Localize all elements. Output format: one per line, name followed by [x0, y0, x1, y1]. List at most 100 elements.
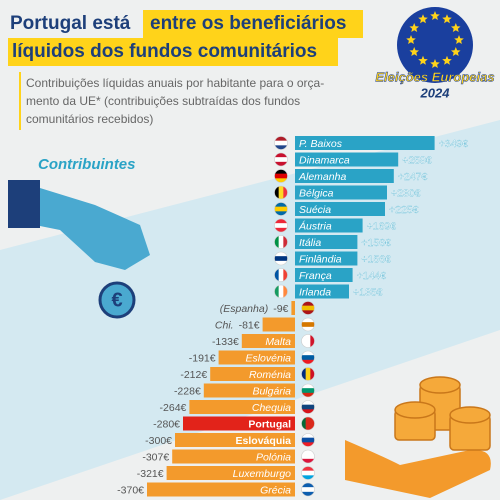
flag-stripe — [274, 153, 288, 158]
flag-stripe — [278, 186, 284, 199]
flag-rim — [274, 235, 288, 249]
category-label: (Espanha) — [220, 303, 268, 315]
flag-stripe — [274, 140, 288, 146]
flag-rim — [274, 284, 288, 299]
flag-stripe — [301, 351, 315, 356]
category-label: Roménia — [249, 369, 291, 381]
value-label: -307€ — [142, 451, 169, 463]
flag-stripe — [301, 470, 315, 476]
flag-rim — [301, 383, 315, 398]
badge-text: Eleições Europeias — [375, 69, 494, 84]
category-label: Chi. — [215, 319, 234, 331]
flag-stripe — [301, 409, 315, 414]
subtitle: mento da UE* (contribuições subtraídas d… — [26, 94, 300, 108]
flag-stripe — [278, 285, 284, 298]
flag-rim — [274, 185, 288, 200]
star — [418, 14, 428, 24]
flag-stripe — [301, 450, 315, 455]
value-label: +225€ — [389, 204, 419, 216]
title: líquidos dos fundos comunitários — [12, 41, 317, 62]
bar — [295, 284, 349, 299]
bar — [295, 169, 394, 183]
flag-stripe — [301, 392, 315, 397]
subtitle: comunitários recebidos) — [26, 112, 153, 126]
flag-rim — [301, 433, 315, 447]
value-label: -300€ — [145, 435, 172, 447]
category-label: Irlanda — [299, 286, 331, 298]
flag-rim — [301, 466, 315, 480]
coins — [394, 376, 491, 451]
sleeve — [8, 180, 40, 228]
title-highlight — [143, 10, 363, 38]
flag — [274, 252, 288, 265]
value-label: -370€ — [117, 484, 144, 496]
flag-stripe — [274, 252, 288, 257]
flag-stripe — [301, 301, 315, 306]
value-label: +258€ — [402, 154, 432, 166]
flag-stripe — [310, 334, 315, 348]
flag-rim — [301, 416, 315, 431]
flag-stripe — [301, 483, 315, 488]
bar — [295, 251, 358, 266]
value-label: +144€ — [357, 270, 387, 282]
subtitle: Contribuições líquidas anuais por habita… — [26, 76, 324, 90]
flag-stripe — [301, 437, 315, 443]
flag — [274, 268, 288, 282]
flag-stripe — [274, 235, 279, 249]
flag-stripe — [274, 260, 288, 265]
flag — [301, 384, 315, 397]
flag-stripe — [274, 211, 288, 216]
star — [442, 55, 452, 65]
flag-stripe — [301, 388, 315, 394]
flag — [301, 450, 315, 463]
flag-stripe — [274, 268, 279, 282]
title: entre os beneficiários — [150, 13, 346, 34]
flag-stripe — [274, 136, 288, 141]
flag-stripe — [301, 475, 315, 480]
bar — [295, 152, 399, 167]
flag-stripe — [301, 458, 315, 463]
flag-rim — [301, 334, 315, 348]
flag-stripe — [278, 268, 284, 282]
bar — [295, 202, 385, 216]
eu-badge — [397, 7, 473, 83]
coin-symbol: € — [111, 289, 122, 311]
flag-rim — [274, 202, 288, 216]
flag-rim — [274, 136, 288, 150]
flag-rim — [301, 350, 315, 365]
flag — [301, 400, 315, 414]
flag-stripe — [274, 178, 288, 183]
flag-stripe — [274, 223, 288, 229]
value-label: -228€ — [174, 385, 201, 397]
bar — [203, 383, 295, 398]
title-highlight — [8, 38, 338, 66]
flag — [274, 136, 288, 150]
bar — [295, 136, 435, 150]
flag — [301, 318, 315, 331]
flag-stripe — [274, 173, 288, 179]
flag-stripe — [301, 322, 315, 328]
bar — [295, 218, 363, 233]
group-label: Contribuintes — [38, 156, 136, 173]
flag — [301, 334, 315, 348]
star — [406, 35, 416, 44]
flag-stripe — [301, 359, 315, 364]
flag — [301, 417, 315, 430]
value-label: -321€ — [137, 468, 164, 480]
category-label: Luxemburgo — [233, 468, 292, 480]
flag-stripe — [274, 161, 288, 166]
category-label: Áustria — [298, 219, 332, 232]
category-label: Grécia — [260, 484, 291, 496]
value-label: -191€ — [189, 352, 216, 364]
title: Portugal está — [10, 13, 131, 34]
bar — [291, 301, 295, 315]
hand — [40, 188, 150, 270]
coin — [98, 281, 136, 319]
value-label: -212€ — [180, 369, 207, 381]
bar — [183, 416, 295, 431]
flag-rim — [274, 268, 288, 282]
flag-rim — [301, 449, 315, 464]
flag-rim — [301, 400, 315, 414]
flag-stripe — [301, 466, 315, 471]
value-label: -81€ — [239, 319, 260, 331]
